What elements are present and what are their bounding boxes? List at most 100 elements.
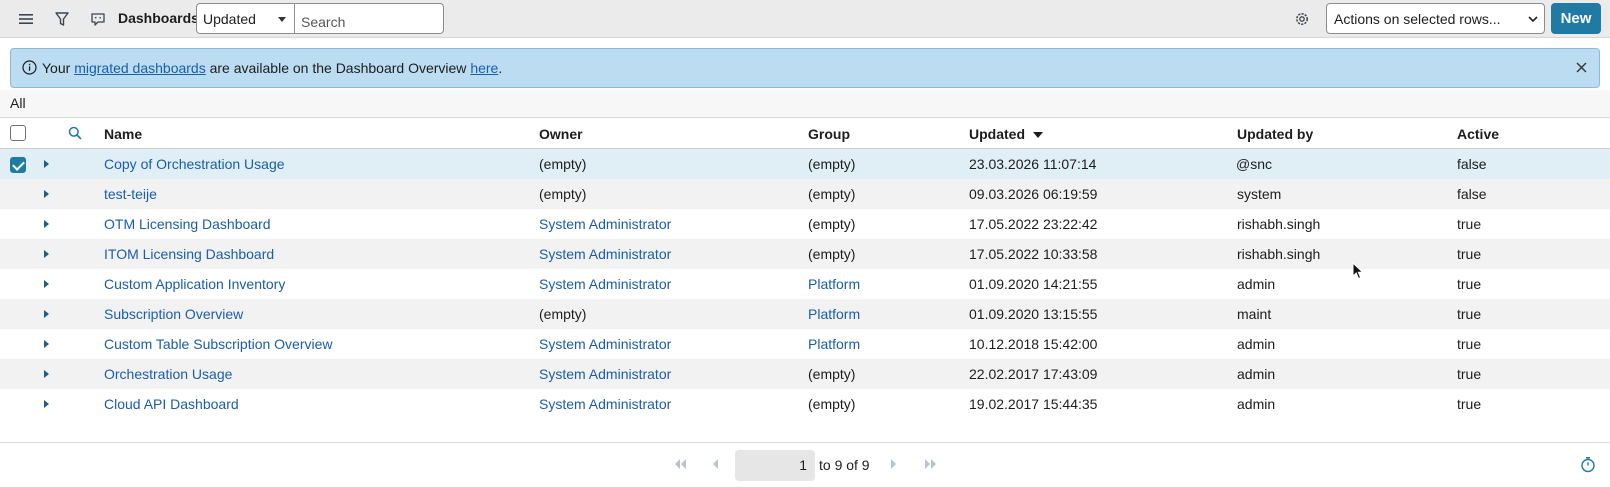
- search-icon[interactable]: [68, 126, 82, 143]
- row-updated-by: admin: [1237, 396, 1276, 412]
- expand-row-icon[interactable]: [44, 310, 49, 318]
- page-title: Dashboards: [118, 10, 199, 26]
- expand-row-icon[interactable]: [44, 220, 49, 228]
- row-owner-link[interactable]: System Administrator: [539, 276, 672, 292]
- row-active: true: [1457, 366, 1482, 382]
- row-name-link[interactable]: OTM Licensing Dashboard: [104, 216, 271, 232]
- row-name-link[interactable]: Custom Table Subscription Overview: [104, 336, 333, 352]
- column-header-group[interactable]: Group: [808, 126, 850, 142]
- chevron-down-icon: [1528, 12, 1538, 26]
- banner-message: Your migrated dashboards are available o…: [42, 60, 502, 76]
- row-updated: 09.03.2026 06:19:59: [969, 186, 1098, 202]
- banner-text-1: Your: [42, 60, 75, 76]
- row-active: true: [1457, 276, 1482, 292]
- new-button[interactable]: New: [1551, 3, 1601, 34]
- column-header-updated-by[interactable]: Updated by: [1237, 126, 1314, 142]
- expand-row-icon[interactable]: [44, 250, 49, 258]
- row-updated-by: maint: [1237, 306, 1272, 322]
- table-row[interactable]: Orchestration Usage System Administrator…: [0, 359, 1610, 389]
- column-header-active[interactable]: Active: [1457, 126, 1500, 142]
- column-header-owner[interactable]: Owner: [539, 126, 583, 142]
- row-group: (empty): [808, 246, 856, 262]
- filter-icon[interactable]: [52, 9, 72, 29]
- row-name-link[interactable]: Cloud API Dashboard: [104, 396, 239, 412]
- row-updated-by: @snc: [1236, 156, 1272, 172]
- row-owner: (empty): [539, 186, 587, 202]
- row-active: true: [1457, 216, 1482, 232]
- stopwatch-icon[interactable]: [1580, 456, 1596, 476]
- sort-field-value: Updated: [203, 11, 256, 27]
- column-header-updated-label: Updated: [969, 126, 1025, 142]
- row-updated: 01.09.2020 13:15:55: [969, 306, 1098, 322]
- hamburger-menu-icon[interactable]: [16, 9, 36, 29]
- last-page-icon[interactable]: [924, 458, 938, 473]
- comment-icon[interactable]: [88, 9, 108, 29]
- column-header-name[interactable]: Name: [104, 126, 143, 142]
- table-row[interactable]: Subscription Overview (empty) Platform 0…: [0, 299, 1610, 329]
- close-icon[interactable]: [1576, 60, 1587, 76]
- row-updated: 17.05.2022 23:22:42: [969, 216, 1098, 232]
- row-group: (empty): [808, 396, 856, 412]
- row-updated: 19.02.2017 15:44:35: [969, 396, 1098, 412]
- expand-row-icon[interactable]: [44, 160, 49, 168]
- expand-row-icon[interactable]: [44, 370, 49, 378]
- row-name-link[interactable]: test-teije: [104, 186, 157, 202]
- row-owner-link[interactable]: System Administrator: [539, 336, 672, 352]
- row-name-link[interactable]: Copy of Orchestration Usage: [104, 156, 285, 172]
- row-group: (empty): [808, 186, 856, 202]
- row-group: (empty): [808, 366, 856, 382]
- row-active: false: [1457, 186, 1487, 202]
- table-row[interactable]: Custom Table Subscription Overview Syste…: [0, 329, 1610, 359]
- row-updated-by: admin: [1237, 276, 1276, 292]
- caret-down-icon: [278, 17, 286, 22]
- gear-icon[interactable]: [1292, 9, 1312, 29]
- previous-page-icon[interactable]: [711, 458, 719, 473]
- row-group-link[interactable]: Platform: [808, 276, 861, 292]
- next-page-icon[interactable]: [890, 458, 898, 473]
- expand-row-icon[interactable]: [44, 280, 49, 288]
- row-updated: 10.12.2018 15:42:00: [969, 336, 1098, 352]
- row-owner-link[interactable]: System Administrator: [539, 366, 672, 382]
- row-updated-by: rishabh.singh: [1237, 216, 1321, 232]
- row-active: true: [1457, 336, 1482, 352]
- first-page-icon[interactable]: [673, 458, 687, 473]
- column-header-updated[interactable]: Updated: [969, 126, 1043, 142]
- row-owner-link[interactable]: System Administrator: [539, 216, 672, 232]
- page-number-input[interactable]: 1: [735, 450, 815, 481]
- table-row[interactable]: test-teije (empty) (empty) 09.03.2026 06…: [0, 179, 1610, 209]
- actions-on-selected-rows-select[interactable]: Actions on selected rows...: [1326, 3, 1545, 34]
- table-header: Name Owner Group Updated Updated by Acti…: [0, 118, 1610, 149]
- table-row[interactable]: Custom Application Inventory System Admi…: [0, 269, 1610, 299]
- expand-row-icon[interactable]: [44, 340, 49, 348]
- row-owner-link[interactable]: System Administrator: [539, 246, 672, 262]
- row-name-link[interactable]: Orchestration Usage: [104, 366, 233, 382]
- row-name-link[interactable]: ITOM Licensing Dashboard: [104, 246, 275, 262]
- banner-text-2: are available on the Dashboard Overview: [205, 60, 471, 76]
- banner-text-3: .: [498, 60, 503, 76]
- row-name-link[interactable]: Subscription Overview: [104, 306, 244, 322]
- migrated-dashboards-link[interactable]: migrated dashboards: [74, 60, 206, 76]
- select-all-checkbox[interactable]: [10, 125, 26, 141]
- row-group-link[interactable]: Platform: [808, 336, 861, 352]
- row-name-link[interactable]: Custom Application Inventory: [104, 276, 286, 292]
- info-icon: [22, 60, 37, 78]
- table-row[interactable]: OTM Licensing Dashboard System Administr…: [0, 209, 1610, 239]
- breadcrumb-all[interactable]: All: [10, 95, 26, 111]
- expand-row-icon[interactable]: [44, 190, 49, 198]
- list-toolbar: Dashboards Updated Actions on selected r…: [0, 0, 1610, 38]
- expand-row-icon[interactable]: [44, 400, 49, 408]
- sort-descending-icon: [1033, 132, 1043, 139]
- table-row[interactable]: Cloud API Dashboard System Administrator…: [0, 389, 1610, 419]
- dashboard-overview-link[interactable]: here: [470, 60, 499, 76]
- row-group-link[interactable]: Platform: [808, 306, 861, 322]
- row-owner-link[interactable]: System Administrator: [539, 396, 672, 412]
- row-updated: 23.03.2026 11:07:14: [969, 156, 1097, 172]
- search-input[interactable]: [294, 3, 444, 34]
- table-row[interactable]: ITOM Licensing Dashboard System Administ…: [0, 239, 1610, 269]
- row-checkbox[interactable]: [10, 157, 26, 173]
- sort-field-select[interactable]: Updated: [196, 3, 295, 34]
- table-row[interactable]: Copy of Orchestration Usage (empty) (emp…: [0, 149, 1610, 179]
- row-updated-by: admin: [1237, 366, 1276, 382]
- row-updated-by: system: [1237, 186, 1282, 202]
- row-active: false: [1457, 156, 1487, 172]
